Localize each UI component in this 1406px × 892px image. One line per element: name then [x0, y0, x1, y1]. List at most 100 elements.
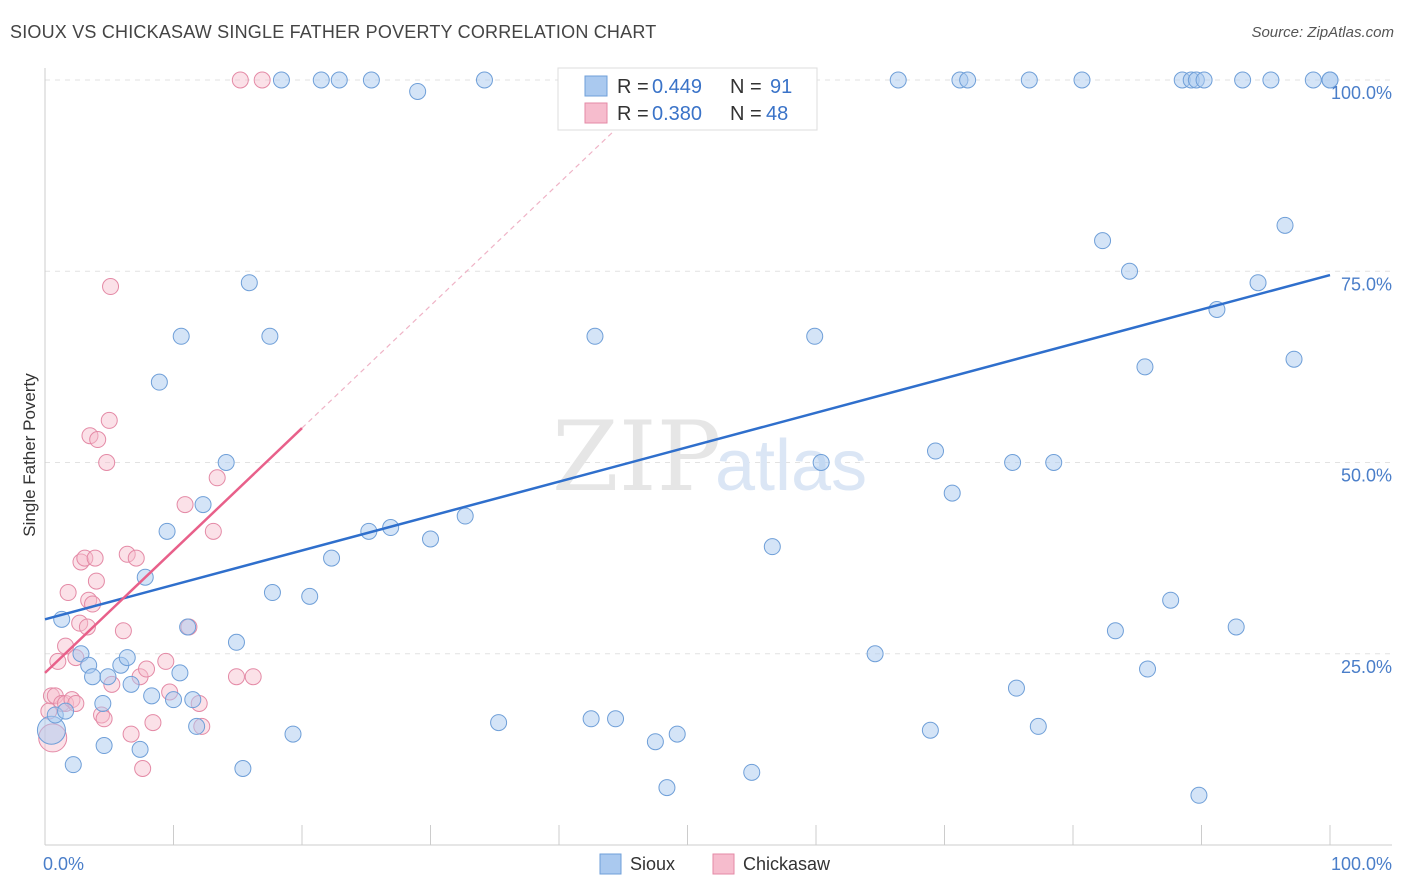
- chickasaw-point: [138, 660, 156, 678]
- chickasaw-point: [208, 469, 226, 487]
- sioux-point: [284, 725, 302, 743]
- chickasaw-point: [76, 549, 94, 567]
- sioux-point: [582, 710, 600, 728]
- chickasaw-point: [98, 454, 116, 471]
- sioux-point: [456, 507, 474, 525]
- legend-top: R = 0.449 N = 91 R = 0.380 N = 48: [557, 67, 818, 131]
- sioux-point: [586, 327, 604, 345]
- sioux-point: [921, 721, 939, 739]
- chickasaw-point: [86, 549, 104, 567]
- sioux-point: [323, 549, 341, 567]
- legend-sioux-swatch: [584, 75, 608, 97]
- sioux-point: [227, 633, 245, 651]
- sioux-point: [1136, 358, 1154, 376]
- sioux-point: [150, 373, 168, 391]
- watermark: ZIP atlas: [552, 401, 867, 513]
- sioux-point: [409, 82, 427, 100]
- sioux-trend-line: [44, 273, 1331, 621]
- sioux-point: [64, 756, 82, 774]
- sioux-point: [658, 779, 676, 797]
- chickasaw-point: [89, 431, 107, 449]
- sioux-point: [1249, 274, 1267, 292]
- sioux-point: [1234, 71, 1252, 89]
- legend-chickasaw-r-label: R =: [617, 103, 649, 125]
- axes: [44, 68, 1392, 846]
- sioux-point: [194, 496, 212, 514]
- sioux-point: [158, 522, 176, 540]
- chickasaw-trend-line: [44, 427, 303, 674]
- sioux-point: [131, 740, 149, 758]
- sioux-point: [261, 327, 279, 345]
- sioux-point: [1020, 71, 1038, 89]
- legend-sioux-n-label: N =: [730, 76, 762, 98]
- sioux-point: [1262, 71, 1280, 89]
- legend-bottom-sioux-swatch: [599, 853, 622, 875]
- source-label: Source: ZipAtlas.com: [1251, 24, 1394, 41]
- y-tick-label-0: 25.0%: [1341, 657, 1392, 677]
- sioux-point: [301, 587, 319, 605]
- sioux-point: [143, 687, 161, 705]
- sioux-point: [927, 442, 945, 460]
- chickasaw-point: [204, 522, 222, 540]
- sioux-point: [272, 71, 290, 89]
- x-tick-label-0: 0.0%: [43, 854, 84, 874]
- chickasaw-point: [71, 614, 89, 632]
- sioux-point: [866, 645, 884, 663]
- sioux-point: [1139, 660, 1157, 678]
- sioux-point: [95, 737, 113, 755]
- chickasaw-trend-extension: [301, 121, 624, 429]
- sioux-point: [1007, 679, 1025, 697]
- sioux-point: [172, 327, 190, 345]
- legend-sioux-r-label: R =: [617, 76, 649, 98]
- sioux-point: [1106, 622, 1124, 640]
- sioux-point: [763, 538, 781, 556]
- chickasaw-point: [176, 496, 194, 514]
- sioux-point: [1304, 71, 1322, 89]
- legend-chickasaw-r-value: 0.380: [652, 103, 702, 125]
- legend-sioux-n-value: 91: [770, 76, 792, 98]
- sioux-point: [122, 675, 140, 693]
- sioux-point: [118, 649, 136, 667]
- chickasaw-point: [127, 549, 145, 567]
- sioux-point: [743, 763, 761, 781]
- chickasaw-point: [253, 71, 271, 89]
- sioux-point: [1321, 71, 1339, 89]
- legend-sioux-r-value: 0.449: [652, 76, 702, 98]
- chickasaw-point: [244, 668, 262, 686]
- sioux-point: [1276, 216, 1294, 234]
- chickasaw-point: [118, 545, 136, 563]
- chickasaw-point: [157, 652, 175, 670]
- y-tick-label-3: 100.0%: [1331, 83, 1392, 103]
- sioux-point: [184, 691, 202, 709]
- legend-chickasaw-n-label: N =: [730, 103, 762, 125]
- sioux-point: [959, 71, 977, 89]
- sioux-point: [1227, 618, 1245, 636]
- sioux-point: [165, 691, 182, 709]
- chickasaw-points: [38, 71, 271, 777]
- sioux-point: [1121, 262, 1139, 280]
- sioux-point: [188, 717, 206, 735]
- sioux-point: [1094, 232, 1112, 250]
- chickasaw-point: [95, 710, 113, 728]
- watermark-atlas: atlas: [715, 426, 867, 506]
- sioux-point: [362, 71, 380, 89]
- sioux-point: [646, 733, 664, 751]
- sioux-point: [1195, 71, 1213, 89]
- sioux-point: [1045, 454, 1063, 471]
- chickasaw-point: [134, 760, 152, 777]
- trend-lines: [44, 121, 1331, 674]
- chickasaw-point: [227, 668, 245, 686]
- sioux-point: [263, 584, 281, 602]
- chickasaw-point: [102, 278, 120, 296]
- sioux-point: [57, 702, 75, 720]
- sioux-point: [240, 274, 258, 292]
- chickasaw-point: [81, 427, 99, 445]
- sioux-point: [1073, 71, 1091, 89]
- sioux-point: [668, 725, 686, 743]
- sioux-point: [1190, 786, 1208, 804]
- chickasaw-point: [231, 71, 249, 89]
- sioux-point: [1162, 591, 1180, 609]
- y-axis-label: Single Father Poverty: [20, 373, 39, 537]
- legend-chickasaw-swatch: [584, 102, 608, 124]
- sioux-point: [217, 454, 235, 471]
